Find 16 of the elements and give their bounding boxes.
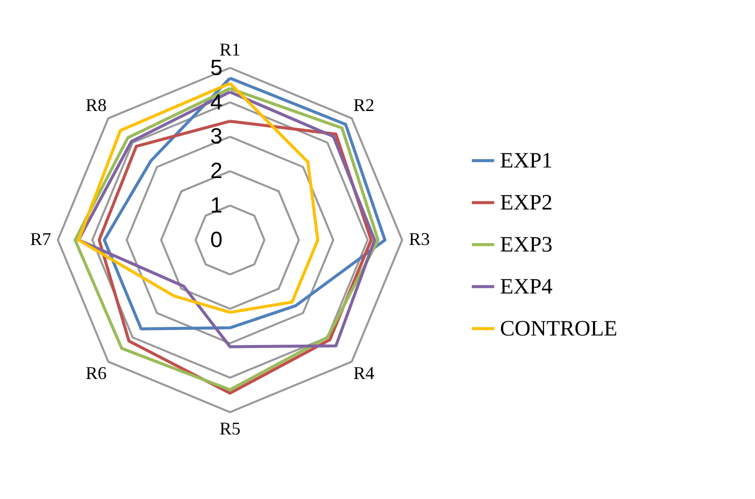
- spoke-label: R6: [86, 362, 107, 383]
- spoke-label: R3: [408, 229, 430, 249]
- spoke-label: R2: [353, 95, 374, 116]
- y-tick-label: 3: [210, 124, 223, 149]
- spoke-label: R5: [219, 418, 241, 438]
- legend-label: EXP4: [500, 274, 553, 299]
- y-tick-label: 0: [210, 227, 223, 252]
- legend-label: EXP2: [500, 190, 553, 215]
- spoke-label: R7: [30, 229, 52, 249]
- y-tick-label: 1: [210, 192, 223, 218]
- spoke-label: R8: [86, 95, 107, 116]
- y-tick-label: 2: [210, 158, 223, 184]
- legend-label: EXP1: [500, 148, 553, 173]
- spoke-label: R4: [353, 362, 374, 383]
- legend-label: CONTROLE: [500, 316, 618, 341]
- legend-label: EXP3: [500, 232, 553, 257]
